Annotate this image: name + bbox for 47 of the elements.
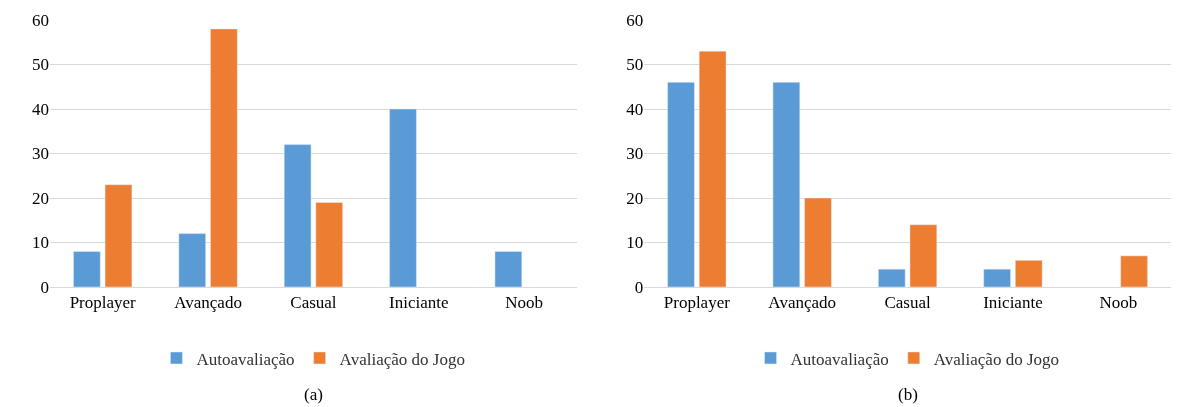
y-tick-label: 50 — [626, 55, 644, 75]
bar — [178, 233, 206, 287]
y-tick-label: 50 — [32, 55, 49, 75]
bar — [315, 202, 343, 287]
x-tick-label: Avançado — [174, 293, 242, 313]
x-tick-label: Noob — [505, 293, 544, 313]
x-tick-label: Avançado — [768, 293, 837, 313]
y-tick-label: 10 — [626, 233, 644, 253]
bar — [804, 197, 832, 287]
bar — [983, 268, 1011, 287]
bar — [389, 108, 417, 287]
text: (a) — [304, 385, 323, 404]
text: (b) — [898, 385, 918, 404]
x-tick-label: Iniciante — [389, 293, 449, 313]
bar — [283, 144, 312, 287]
bar — [772, 82, 801, 287]
legend-label: Autoavaliação — [196, 349, 295, 369]
y-tick-label: 30 — [626, 144, 644, 164]
bar — [104, 184, 133, 287]
x-tick-label: Casual — [290, 293, 337, 313]
y-tick-label: 20 — [626, 188, 644, 208]
bar — [1015, 260, 1043, 287]
x-tick-label: Noob — [1099, 293, 1138, 313]
bar — [1120, 255, 1148, 287]
legend-label: Autoavaliação — [790, 349, 889, 369]
y-tick-label: 20 — [32, 188, 49, 208]
bar — [878, 268, 906, 287]
y-tick-label: 40 — [626, 99, 644, 119]
bar — [494, 251, 523, 287]
bar — [73, 251, 101, 287]
y-tick-label: 0 — [40, 277, 49, 297]
bar — [667, 82, 695, 287]
bar — [210, 28, 238, 287]
bar — [909, 224, 938, 287]
legend-label: Avaliação do Jogo — [933, 349, 1060, 369]
y-tick-label: 0 — [634, 277, 644, 297]
y-tick-label: 30 — [32, 144, 49, 164]
x-tick-label: Proplayer — [69, 293, 137, 313]
legend-label: Avaliação do Jogo — [339, 349, 465, 369]
y-tick-label: 60 — [626, 10, 644, 30]
y-tick-label: 60 — [32, 10, 49, 30]
x-tick-label: Casual — [884, 293, 931, 313]
x-tick-label: Proplayer — [663, 293, 731, 313]
bar — [698, 50, 727, 287]
y-tick-label: 10 — [32, 233, 49, 253]
x-tick-label: Iniciante — [983, 293, 1043, 313]
y-tick-label: 40 — [32, 99, 49, 119]
